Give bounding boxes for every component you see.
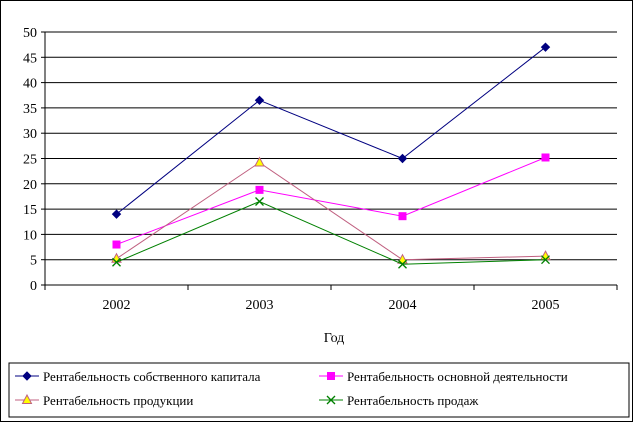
x-tick-label: 2004 [389, 298, 417, 313]
y-tick-label: 0 [30, 279, 37, 294]
legend: Рентабельность собственного капитала Рент… [15, 369, 568, 408]
legend-box [8, 362, 630, 418]
legend-marker [326, 395, 336, 405]
legend-label: Рентабельность продаж [347, 393, 479, 408]
legend-item: Рентабельность продаж [319, 393, 479, 408]
y-tick-label: 20 [23, 178, 37, 193]
series-4 [112, 197, 550, 269]
series-line [116, 161, 546, 261]
gridlines [45, 31, 617, 261]
y-tick-labels: 0 5 10 15 20 25 30 35 40 45 50 [23, 26, 37, 294]
data-point [255, 197, 264, 206]
data-point [254, 156, 265, 167]
data-point [541, 255, 550, 265]
data-point [541, 153, 550, 162]
x-tick-labels: 2002 2003 2004 2005 [103, 298, 560, 313]
legend-label: Рентабельность продукции [43, 393, 193, 408]
data-point [398, 212, 407, 221]
axes [41, 31, 618, 290]
series-1 [111, 42, 551, 219]
data-point [540, 250, 551, 261]
legend-marker [327, 372, 335, 380]
x-tick-label: 2002 [103, 298, 131, 313]
data-point [112, 240, 121, 249]
legend-label: Рентабельность основной деятельности [347, 369, 568, 384]
data-point [254, 95, 265, 106]
series-2 [112, 153, 550, 249]
legend-label: Рентабельность собственного капитала [43, 369, 261, 384]
y-tick-label: 15 [23, 203, 37, 218]
y-tick-label: 45 [23, 51, 37, 66]
legend-item: Рентабельность основной деятельности [319, 369, 568, 384]
series-3 [111, 156, 551, 264]
y-tick-label: 35 [23, 102, 37, 117]
series-line [116, 157, 546, 245]
data-point [255, 185, 264, 194]
y-tick-label: 25 [23, 153, 37, 168]
data-point [397, 153, 408, 164]
y-tick-label: 5 [30, 254, 37, 269]
y-tick-label: 40 [23, 77, 37, 92]
y-tick-label: 30 [23, 127, 37, 142]
legend-item: Рентабельность продукции [15, 393, 193, 408]
series-line [116, 200, 546, 265]
data-point [112, 257, 121, 267]
series [111, 42, 551, 269]
x-tick-label: 2005 [532, 298, 560, 313]
x-tick-label: 2003 [246, 298, 274, 313]
legend-marker [22, 371, 32, 381]
y-tick-label: 50 [23, 26, 37, 41]
data-point [397, 253, 408, 264]
legend-marker [21, 393, 33, 404]
data-point [111, 209, 122, 219]
series-line [116, 46, 546, 215]
data-point [398, 259, 407, 269]
x-axis-label: Год [324, 331, 345, 346]
legend-item: Рентабельность собственного капитала [15, 369, 261, 384]
data-point [540, 42, 551, 52]
y-tick-label: 10 [23, 228, 37, 243]
